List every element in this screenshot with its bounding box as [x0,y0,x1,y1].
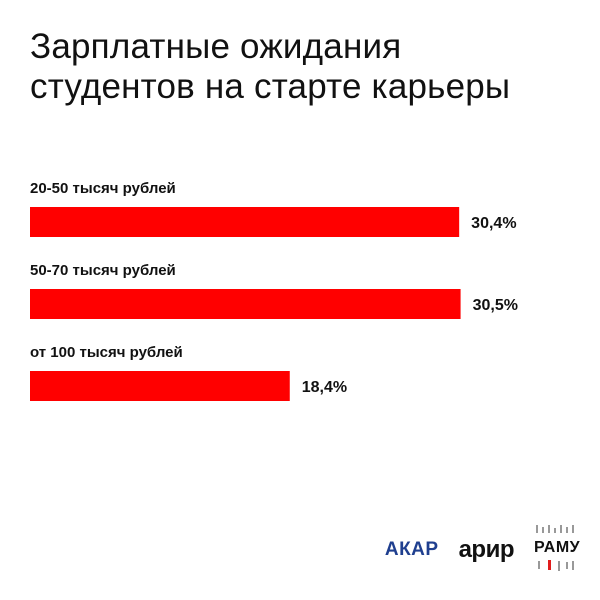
ramu-logo-marks [536,525,574,571]
akar-logo: АКАР [384,539,439,560]
category-label: 20-50 тысяч рублей [30,180,176,197]
partner-logos: АКАР арир РАМУ [384,525,581,575]
value-label: 18,4% [302,379,347,396]
value-label: 30,5% [473,297,518,314]
category-label: 50-70 тысяч рублей [30,262,176,279]
ramu-logo: РАМУ [534,525,581,575]
ramu-logo-text: РАМУ [534,539,581,556]
chart-title: Зарплатные ожидания студентов на старте … [30,27,511,106]
arir-logo-text: арир [458,536,515,563]
bar [30,207,460,237]
category-label: от 100 тысяч рублей [30,344,183,361]
bar [30,289,461,319]
bar [30,371,290,401]
value-label: 30,4% [471,215,516,232]
arir-logo: арир [458,536,515,564]
